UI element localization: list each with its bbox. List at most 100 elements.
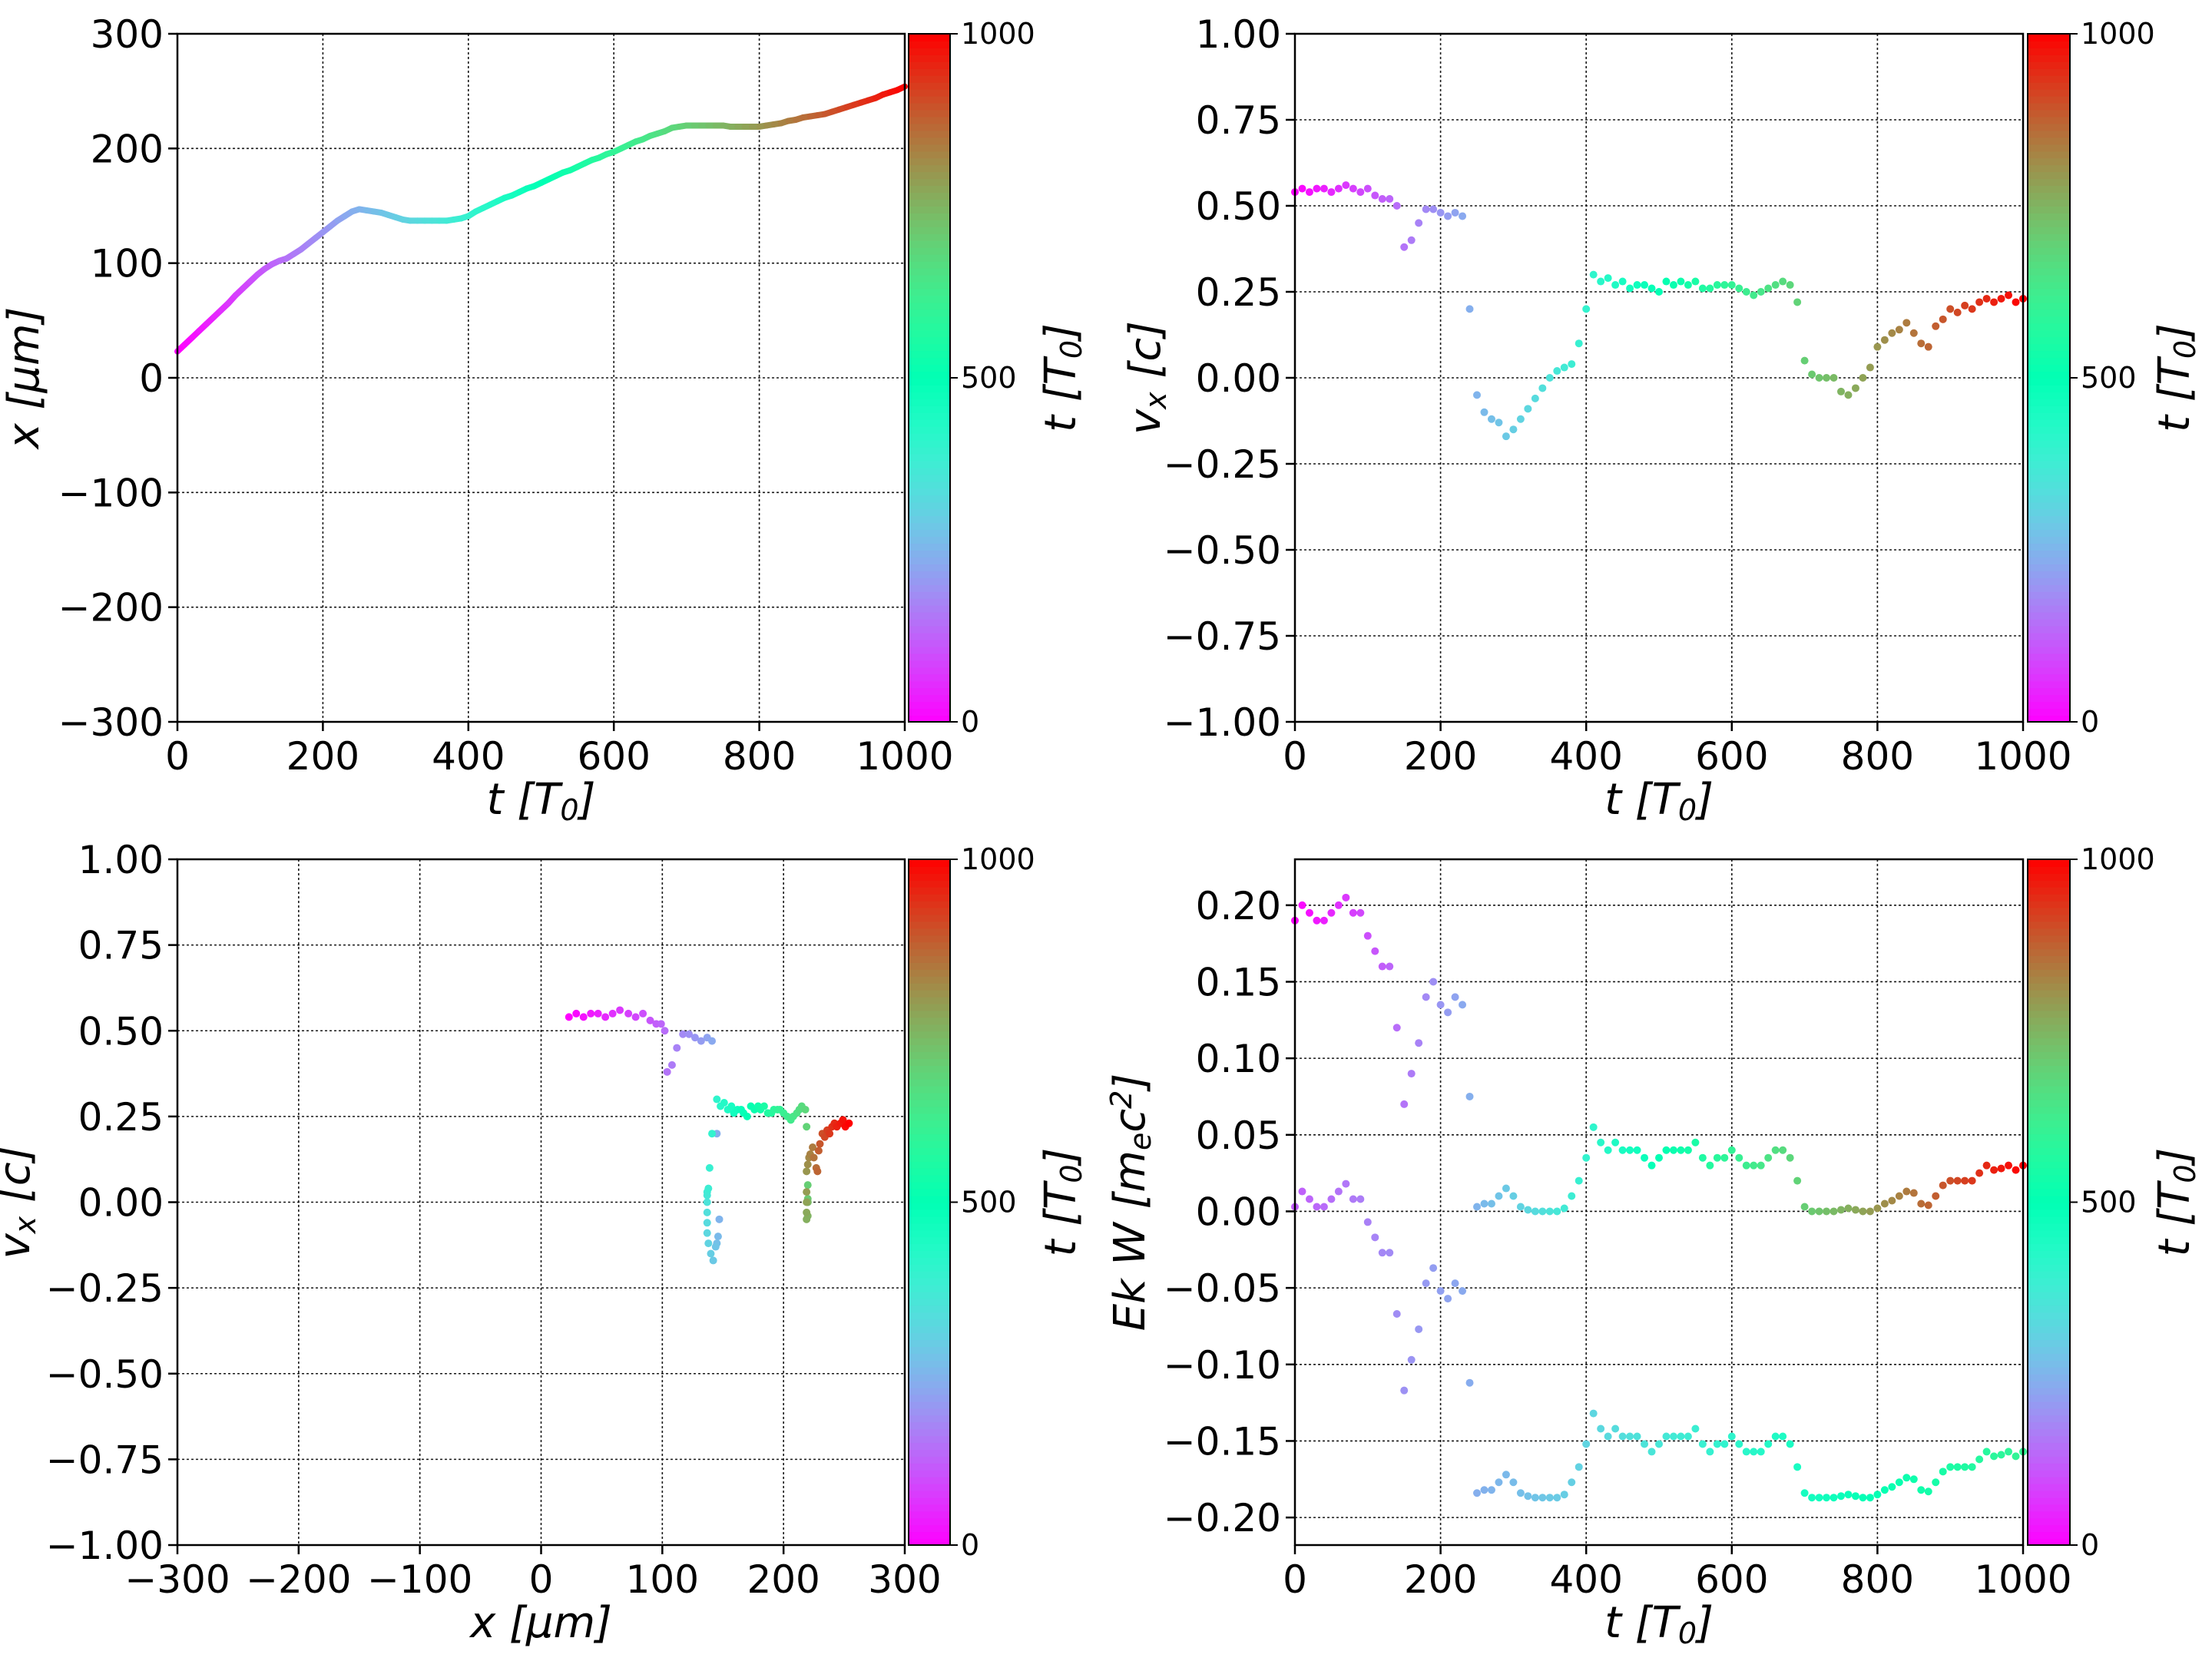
data-point bbox=[803, 1167, 811, 1176]
data-point bbox=[1589, 270, 1598, 279]
y-tick-label: 100 bbox=[91, 242, 164, 286]
colorbar-segment bbox=[909, 1195, 950, 1203]
colorbar-segment bbox=[909, 439, 950, 448]
data-point bbox=[2005, 1161, 2013, 1170]
data-point bbox=[810, 1153, 818, 1162]
data-point bbox=[1626, 1146, 1634, 1154]
data-point bbox=[1415, 1325, 1423, 1333]
colorbar-segment bbox=[909, 425, 950, 434]
colorbar-segment bbox=[909, 323, 950, 331]
colorbar-segment bbox=[909, 1078, 950, 1087]
colorbar-segment bbox=[909, 1462, 950, 1471]
colorbar-segment bbox=[2028, 432, 2070, 441]
data-point bbox=[1386, 195, 1394, 203]
data-point bbox=[1509, 425, 1518, 434]
y-tick-label: 0.25 bbox=[1196, 270, 1281, 315]
data-point bbox=[1982, 294, 1991, 303]
data-point bbox=[703, 1229, 711, 1237]
colorbar-segment bbox=[2028, 260, 2070, 269]
data-point bbox=[1400, 243, 1409, 251]
data-point bbox=[1742, 1161, 1750, 1170]
data-point bbox=[1800, 1489, 1809, 1497]
colorbar-segment bbox=[2028, 1153, 2070, 1162]
colorbar-segment bbox=[2028, 660, 2070, 668]
colorbar-segment bbox=[2028, 47, 2070, 55]
colorbar-segment bbox=[2028, 1209, 2070, 1217]
colorbar-segment bbox=[2028, 1078, 2070, 1087]
axes-frame bbox=[1293, 858, 2025, 1547]
data-point bbox=[1771, 281, 1780, 290]
colorbar-segment bbox=[2028, 54, 2070, 62]
data-point bbox=[1349, 908, 1357, 917]
colorbar-segment bbox=[909, 61, 950, 69]
data-point bbox=[1808, 370, 1816, 379]
colorbar-segment bbox=[2028, 281, 2070, 290]
data-point bbox=[826, 1130, 834, 1138]
colorbar-tick-label: 0 bbox=[2081, 1528, 2099, 1562]
label-script: 0 bbox=[1678, 793, 1697, 827]
colorbar-segment bbox=[2028, 247, 2070, 255]
colorbar-segment bbox=[909, 701, 950, 710]
data-point bbox=[685, 1030, 694, 1038]
colorbar-segment bbox=[2028, 543, 2070, 551]
colorbar-segment bbox=[909, 495, 950, 503]
colorbar-segment bbox=[2028, 1428, 2070, 1437]
data-point bbox=[1953, 1176, 1962, 1185]
data-point bbox=[1647, 1161, 1656, 1170]
colorbar-segment bbox=[909, 1421, 950, 1430]
colorbar-segment bbox=[2028, 1531, 2070, 1540]
data-point bbox=[1662, 1432, 1671, 1441]
data-point bbox=[1968, 305, 1976, 313]
data-point bbox=[1851, 384, 1859, 392]
colorbar-segment bbox=[2028, 1504, 2070, 1512]
data-point bbox=[1895, 326, 1903, 334]
colorbar-segment bbox=[2028, 1092, 2070, 1100]
data-point bbox=[1459, 212, 1467, 220]
colorbar-segment bbox=[909, 1181, 950, 1190]
colorbar-segment bbox=[909, 1236, 950, 1245]
colorbar-segment bbox=[909, 1455, 950, 1464]
data-point bbox=[1429, 978, 1438, 986]
data-point bbox=[1298, 1187, 1306, 1196]
data-point bbox=[1880, 1199, 1889, 1208]
colorbar-segment bbox=[2028, 309, 2070, 317]
colorbar-segment bbox=[909, 961, 950, 970]
colorbar-segment bbox=[909, 660, 950, 668]
colorbar-segment bbox=[909, 865, 950, 874]
colorbar-segment bbox=[909, 240, 950, 248]
colorbar-segment bbox=[909, 1517, 950, 1526]
y-tick-label: −1.00 bbox=[1164, 700, 1281, 745]
colorbar-segment bbox=[909, 88, 950, 97]
colorbar-segment bbox=[2028, 1256, 2070, 1265]
colorbar-segment bbox=[909, 879, 950, 888]
colorbar-segment bbox=[909, 982, 950, 991]
colorbar-segment bbox=[909, 508, 950, 517]
colorbar-segment bbox=[909, 1051, 950, 1059]
colorbar-segment bbox=[2028, 116, 2070, 124]
data-point bbox=[1298, 901, 1306, 909]
colorbar-segment bbox=[2028, 109, 2070, 117]
data-point bbox=[1895, 1478, 1903, 1487]
colorbar-segment bbox=[2028, 343, 2070, 352]
y-tick-label: −0.25 bbox=[46, 1266, 164, 1311]
colorbar-segment bbox=[909, 274, 950, 283]
data-point bbox=[1531, 1494, 1539, 1502]
data-point bbox=[1713, 281, 1721, 290]
data-point bbox=[1334, 901, 1343, 909]
y-tick-label: 200 bbox=[91, 127, 164, 171]
data-point bbox=[1917, 1199, 1926, 1208]
x-tick-label: −100 bbox=[367, 1557, 472, 1602]
data-point bbox=[1538, 384, 1547, 392]
label-text: t [T bbox=[1036, 356, 1086, 432]
data-point bbox=[1698, 1153, 1707, 1162]
colorbar-segment bbox=[909, 432, 950, 441]
colorbar-segment bbox=[2028, 164, 2070, 173]
colorbar-segment bbox=[909, 212, 950, 220]
data-point bbox=[1568, 360, 1576, 369]
colorbar-segment bbox=[909, 632, 950, 640]
colorbar-segment bbox=[2028, 1195, 2070, 1203]
label-text: ] bbox=[2150, 1148, 2200, 1167]
colorbar-segment bbox=[909, 708, 950, 716]
colorbar-segment bbox=[909, 1380, 950, 1388]
